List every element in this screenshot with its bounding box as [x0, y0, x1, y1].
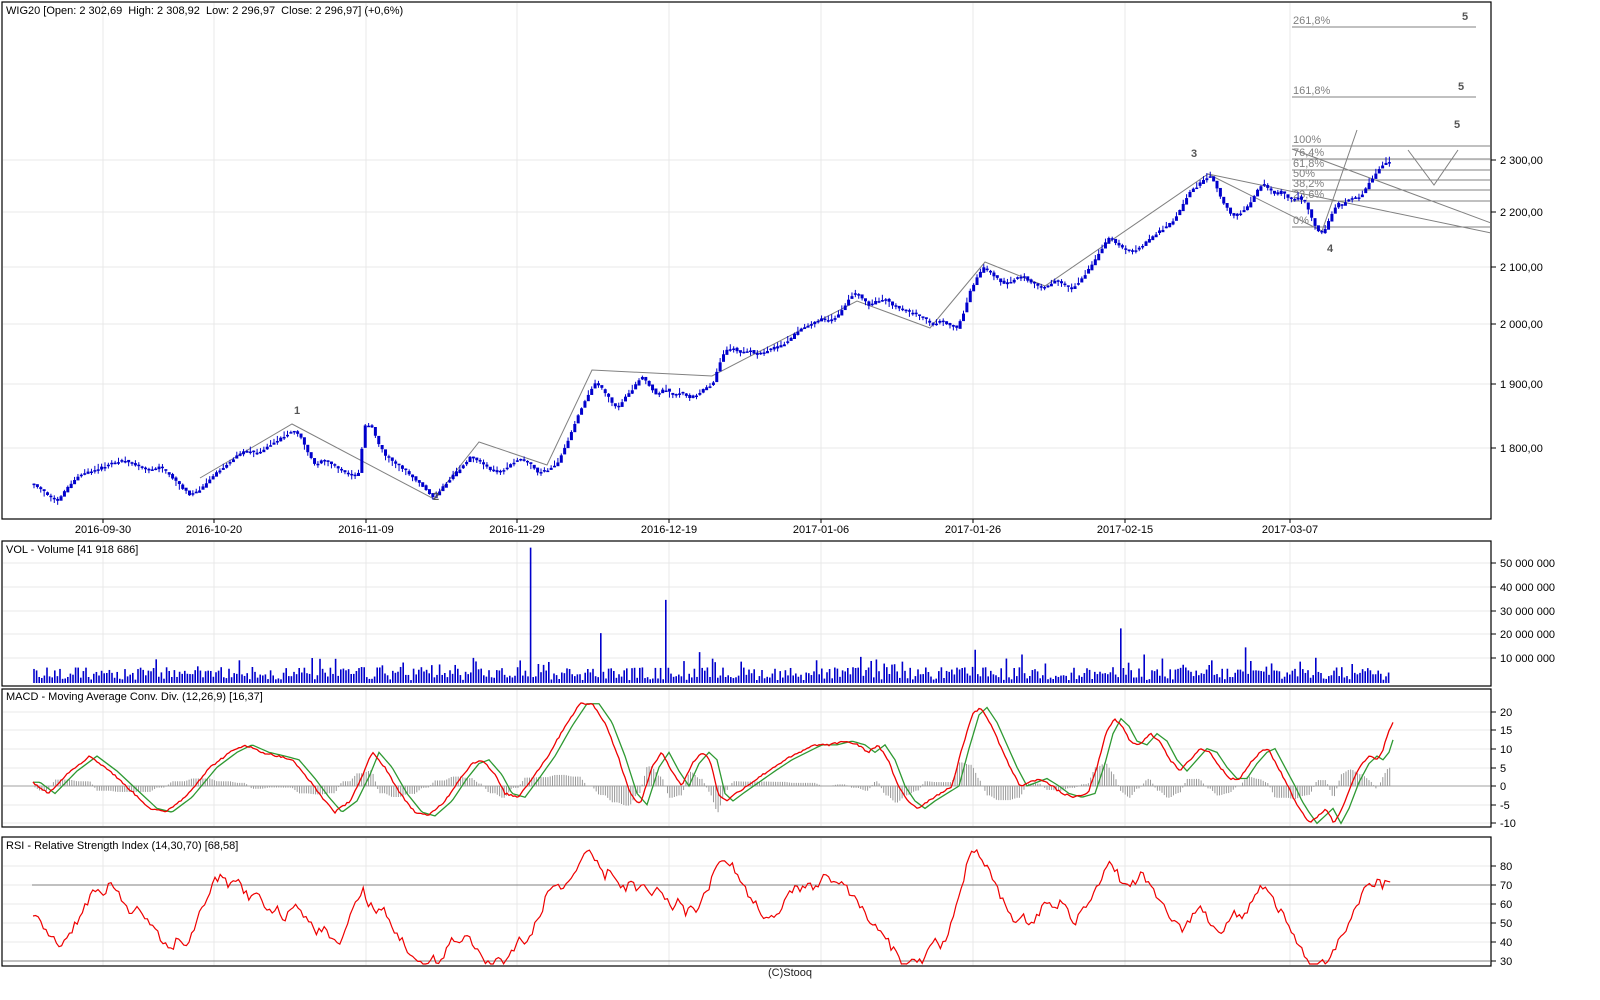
y-axis-label: -10 [1500, 818, 1516, 830]
y-axis-label: 40 000 000 [1500, 582, 1555, 594]
elliott-wave-label: 1 [294, 405, 300, 417]
volume-panel [2, 541, 1491, 686]
macd-plot [32, 702, 1394, 825]
elliott-wave-label: 2 [433, 491, 439, 503]
y-axis-label: 5 [1500, 763, 1506, 775]
x-axis-date-label: 2016-09-30 [75, 524, 131, 536]
y-axis-label: 60 [1500, 899, 1512, 911]
candlesticks [32, 156, 1391, 505]
elliott-wave-label: 5 [1462, 11, 1468, 23]
volume-panel-title: VOL - Volume [41 918 686] [6, 544, 139, 556]
y-axis-label: 2 000,00 [1500, 319, 1543, 331]
y-axis-label: 20 000 000 [1500, 629, 1555, 641]
fib-level-label: 0% [1293, 215, 1309, 227]
y-axis-label: 1 900,00 [1500, 379, 1543, 391]
y-axis-label: 20 [1500, 707, 1512, 719]
y-axis-label: 70 [1500, 880, 1512, 892]
x-axis-date-label: 2017-01-06 [793, 524, 849, 536]
x-axis-date-label: 2016-10-20 [186, 524, 242, 536]
y-axis-label: 1 800,00 [1500, 443, 1543, 455]
y-axis-label: 50 [1500, 918, 1512, 930]
fib-level-label: 100% [1293, 134, 1321, 146]
y-axis-label: 40 [1500, 937, 1512, 949]
fib-level-label: 161,8% [1293, 85, 1331, 97]
y-axis-label: 10 [1500, 744, 1512, 756]
y-axis-label: 2 200,00 [1500, 207, 1543, 219]
y-axis-label: -5 [1500, 800, 1510, 812]
panel-border [1, 540, 1492, 687]
volume-bars [33, 547, 1390, 683]
macd-panel-title: MACD - Moving Average Conv. Div. (12,26,… [6, 691, 263, 703]
x-axis-date-label: 2017-01-26 [945, 524, 1001, 536]
rsi-plot [32, 848, 1391, 965]
fib-level-label: 261,8% [1293, 15, 1331, 27]
panel-border [1, 836, 1492, 967]
rsi-panel-title: RSI - Relative Strength Index (14,30,70)… [6, 840, 239, 852]
price-panel [2, 2, 1491, 519]
x-axis-date-label: 2016-11-09 [338, 524, 393, 536]
y-axis-label: 2 100,00 [1500, 262, 1543, 274]
x-axis-date-label: 2017-02-15 [1097, 524, 1153, 536]
y-axis-label: 2 300,00 [1500, 155, 1543, 167]
y-axis-label: 30 000 000 [1500, 606, 1555, 618]
x-axis-date-label: 2016-11-29 [489, 524, 544, 536]
macd-panel [2, 689, 1491, 827]
y-axis-label: 30 [1500, 956, 1512, 968]
x-axis-date-label: 2016-12-19 [641, 524, 697, 536]
price-panel-title: WIG20 [Open: 2 302,69 High: 2 308,92 Low… [6, 5, 404, 17]
y-axis-label: 0 [1500, 781, 1506, 793]
y-axis-label: 15 [1500, 725, 1512, 737]
y-axis-label: 10 000 000 [1500, 653, 1555, 665]
panel-border [1, 1, 1492, 520]
rsi-panel [2, 837, 1491, 966]
fib-level-label: 61,8% [1293, 158, 1324, 170]
y-axis-label: 50 000 000 [1500, 558, 1555, 570]
elliott-wave-label: 5 [1458, 81, 1464, 93]
fib-level-label: 38,2% [1293, 178, 1324, 190]
x-axis-date-label: 2017-03-07 [1262, 524, 1318, 536]
fib-level-label: 76,4% [1293, 147, 1324, 159]
fib-level-label: 50% [1293, 168, 1315, 180]
elliott-wave-label: 3 [1191, 148, 1197, 160]
elliott-wave-label: 5 [1454, 119, 1460, 131]
y-axis-label: 80 [1500, 861, 1512, 873]
panel-border [1, 688, 1492, 828]
elliott-wave-label: 4 [1327, 243, 1334, 255]
copyright-credit: (C)Stooq [767, 967, 813, 979]
